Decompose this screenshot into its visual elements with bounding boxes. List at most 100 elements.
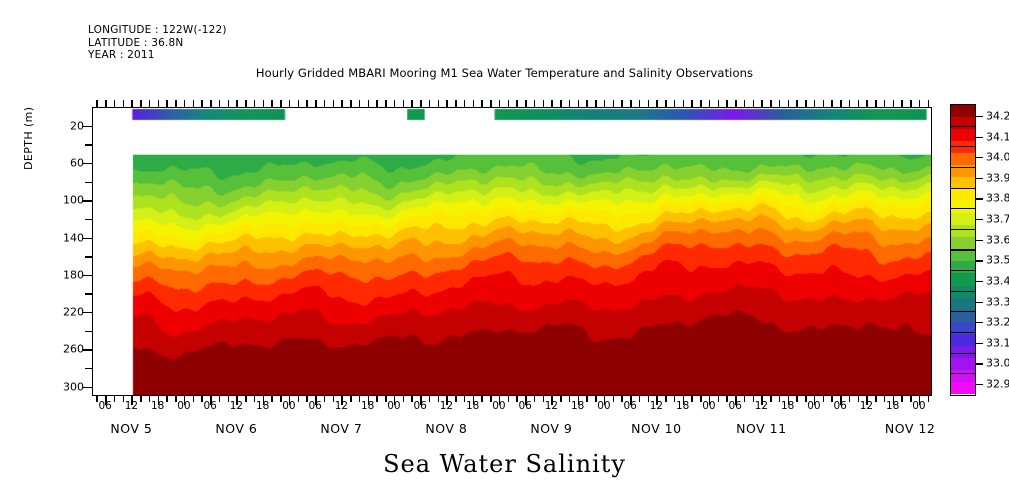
colorbar-separator xyxy=(951,249,975,251)
colorbar-tick xyxy=(976,342,983,345)
colorbar-separator xyxy=(951,208,975,210)
x-tick-top xyxy=(236,100,238,107)
colorbar-tick xyxy=(976,157,983,159)
x-tick-top xyxy=(367,100,370,107)
x-tick-bottom xyxy=(446,396,448,405)
y-tick xyxy=(85,256,92,258)
x-tick-top xyxy=(288,100,291,107)
colorbar-swatch xyxy=(951,381,975,395)
colorbar-swatch xyxy=(951,177,975,190)
x-tick-top xyxy=(140,100,142,107)
x-tick-bottom xyxy=(892,396,895,405)
x-tick-bottom xyxy=(752,396,755,402)
station-metadata: LONGITUDE : 122W(-122) LATITUDE : 36.8N … xyxy=(88,24,227,62)
x-tick-top xyxy=(883,100,886,107)
colorbar-tick-label: 33.65 xyxy=(986,233,1009,247)
x-tick-bottom xyxy=(122,396,125,402)
x-tick-bottom xyxy=(358,396,361,402)
x-tick-bottom xyxy=(726,396,728,402)
x-hour-label: 06 xyxy=(728,400,742,412)
colorbar-swatch xyxy=(951,321,975,335)
x-tick-bottom xyxy=(350,396,352,402)
x-hour-label: 00 xyxy=(177,400,191,412)
colorbar-tick-label: 33.35 xyxy=(986,295,1009,309)
x-tick-bottom xyxy=(638,396,641,402)
colorbar-tick-label: 33.85 xyxy=(986,191,1009,205)
colorbar-swatch xyxy=(951,309,975,323)
colorbar-tick-label: 33.25 xyxy=(986,315,1009,329)
x-tick-bottom xyxy=(306,396,308,402)
x-tick-top xyxy=(595,100,597,107)
x-tick-bottom xyxy=(866,396,868,405)
x-hour-label: 18 xyxy=(675,400,690,412)
x-tick-top xyxy=(603,100,606,107)
x-hour-label: 12 xyxy=(859,400,874,412)
x-tick-bottom xyxy=(332,396,335,402)
x-tick-top xyxy=(323,100,326,107)
x-tick-bottom xyxy=(192,396,195,402)
x-tick-bottom xyxy=(262,396,265,405)
y-tick xyxy=(82,200,92,202)
x-tick-top xyxy=(621,100,623,107)
x-tick-top xyxy=(918,100,921,107)
x-tick-top xyxy=(612,100,615,107)
colorbar-tick-label: 33.95 xyxy=(986,171,1009,185)
x-tick-bottom xyxy=(218,396,221,402)
x-day-label: NOV 12 xyxy=(884,421,936,436)
x-hour-label: 06 xyxy=(308,400,322,412)
x-tick-top xyxy=(175,100,177,107)
x-tick-top xyxy=(805,100,807,107)
x-tick-bottom xyxy=(402,396,405,402)
x-tick-bottom xyxy=(831,396,833,402)
x-tick-top xyxy=(700,100,702,107)
y-tick-label: 100 xyxy=(63,193,84,207)
colorbar-separator xyxy=(951,166,975,169)
x-tick-top xyxy=(586,100,588,107)
x-hour-label: 18 xyxy=(150,400,165,412)
x-tick-top xyxy=(910,100,912,107)
x-tick-bottom xyxy=(131,396,133,405)
x-tick-bottom xyxy=(525,396,527,405)
x-tick-top xyxy=(262,100,265,107)
colorbar-separator xyxy=(951,270,975,272)
x-tick-top xyxy=(533,100,536,107)
x-hour-label: 18 xyxy=(570,400,585,412)
colorbar-separator xyxy=(951,187,975,189)
x-axis-hour-labels: 06 12 18 00 06 12 18 00 06 12 18 00 06 12 18 00 06 12 18 00… xyxy=(92,400,932,414)
colorbar-labels: 34.25 34.15 34.05 33.95 33.85 33.75 33.65 33.55… xyxy=(986,104,1009,396)
x-tick-top xyxy=(717,100,720,107)
colorbar-tick xyxy=(976,198,983,200)
x-tick-bottom xyxy=(682,396,685,405)
x-tick-top xyxy=(542,100,545,107)
x-tick-top xyxy=(761,100,763,107)
x-tick-bottom xyxy=(918,396,921,405)
x-tick-bottom xyxy=(280,396,282,402)
x-tick-top xyxy=(490,100,492,107)
x-tick-bottom xyxy=(96,396,98,402)
x-day-label: NOV 8 xyxy=(425,421,468,436)
colorbar-separator xyxy=(951,125,975,127)
x-tick-bottom xyxy=(568,396,571,402)
colorbar-separator xyxy=(951,311,975,313)
x-tick-bottom xyxy=(708,396,711,405)
x-tick-top xyxy=(735,100,737,107)
x-tick-top xyxy=(875,100,877,107)
x-tick-bottom xyxy=(717,396,720,402)
colorbar-tick-label: 34.05 xyxy=(986,150,1009,164)
x-tick-bottom xyxy=(455,396,457,402)
x-hour-label: 06 xyxy=(203,400,217,412)
x-tick-top xyxy=(463,100,466,107)
x-tick-top xyxy=(560,100,562,107)
x-tick-top xyxy=(306,100,308,107)
x-tick-bottom xyxy=(245,396,247,402)
y-tick-label: 260 xyxy=(63,342,84,356)
x-tick-top xyxy=(376,100,378,107)
x-tick-bottom xyxy=(367,396,370,405)
colorbar-separator xyxy=(951,373,975,375)
y-tick xyxy=(82,386,92,389)
x-tick-bottom xyxy=(428,396,431,402)
x-tick-bottom xyxy=(577,396,580,405)
colorbar-swatch xyxy=(951,357,975,371)
x-day-label: NOV 6 xyxy=(215,421,258,436)
y-tick xyxy=(85,330,92,333)
